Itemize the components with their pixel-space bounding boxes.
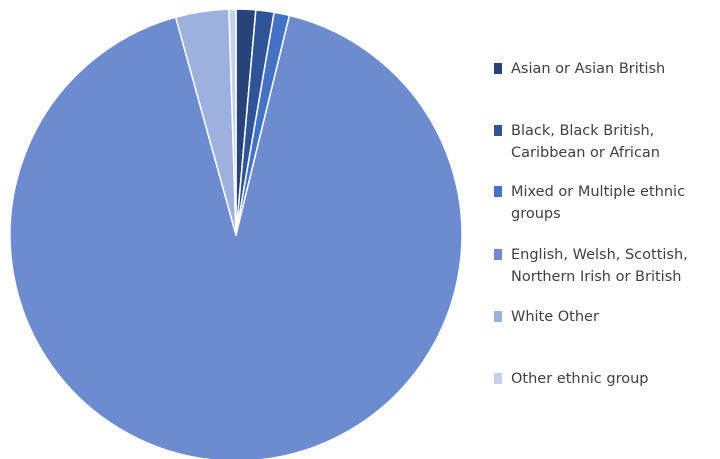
legend-swatch-black (494, 125, 502, 136)
legend-label-mixed: Mixed or Multiple ethnic groups (511, 184, 686, 222)
legend-label-black: Black, Black British, Caribbean or Afric… (511, 123, 661, 161)
legend-swatch-asian (494, 63, 502, 74)
legend: Asian or Asian British Black, Black Brit… (494, 0, 720, 459)
legend-label-asian: Asian or Asian British (511, 61, 666, 77)
pie-slice-other (228, 8, 237, 236)
legend-label-other: Other ethnic group (511, 371, 649, 387)
legend-swatch-other (494, 373, 502, 384)
legend-swatch-white-other (494, 311, 502, 322)
legend-label-white-british: English, Welsh, Scottish, Northern Irish… (511, 247, 688, 285)
pie-slice-white-british (9, 14, 463, 459)
legend-swatch-white-british (494, 249, 502, 260)
legend-swatch-mixed (494, 186, 502, 197)
legend-label-white-other: White Other (511, 309, 599, 325)
